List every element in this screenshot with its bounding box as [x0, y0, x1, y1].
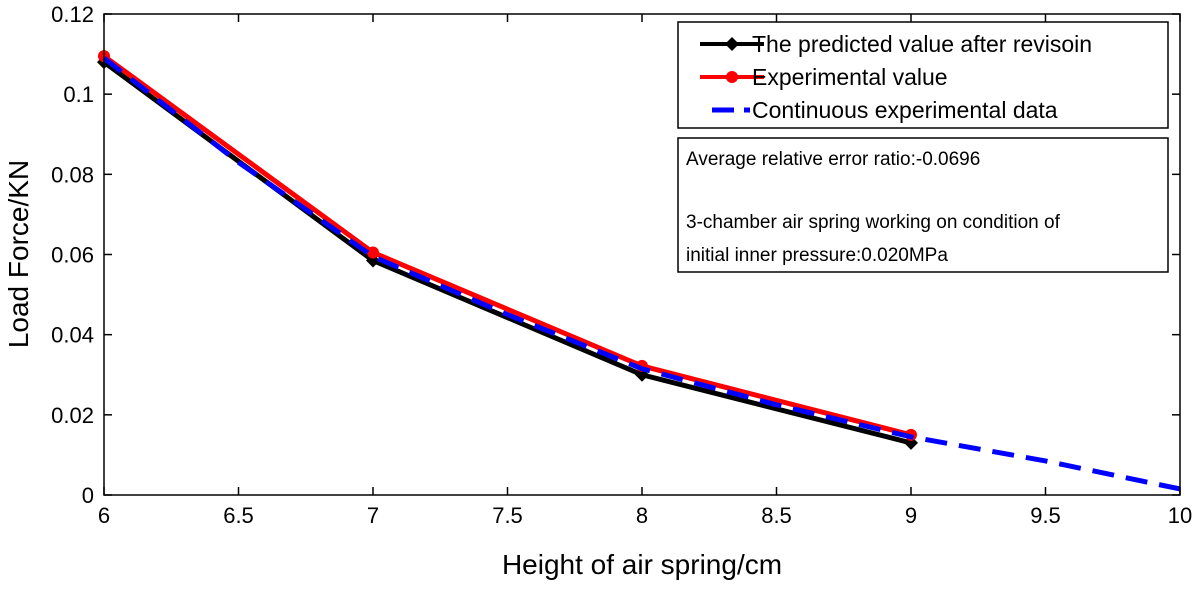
x-tick-label: 8.5	[761, 503, 792, 528]
series-continuous-line	[102, 56, 1181, 492]
series-experimental-line	[102, 54, 912, 438]
x-tick-label: 9.5	[1030, 503, 1061, 528]
y-tick-label: 0.12	[51, 2, 94, 27]
legend-marker-experimental	[726, 71, 738, 83]
x-tick-label: 6.5	[223, 503, 254, 528]
annotation-line-3: initial inner pressure:0.020MPa	[686, 245, 948, 266]
x-tick-label: 7	[367, 503, 379, 528]
series-predicted-line	[102, 60, 912, 446]
y-tick-label: 0	[82, 483, 94, 508]
axis-ticks: 6 6.5 7 7.5 8 8.5 9 9.5 10 0 0.02 0.04 0.06 0.08 0.1 0.…	[51, 2, 1192, 528]
y-tick-label: 0.08	[51, 162, 94, 187]
legend-label-continuous: Continuous experimental data	[752, 97, 1058, 123]
annotation-frame	[677, 137, 1169, 273]
annotation-line-1: Average relative error ratio:-0.0696	[686, 149, 980, 170]
data-point-experimental	[367, 246, 379, 259]
legend: The predicted value after revisoin Exper…	[677, 21, 1169, 129]
x-tick-label: 9	[905, 503, 917, 528]
y-tick-label: 0.04	[51, 323, 94, 348]
annotation-line-2: 3-chamber air spring working on conditio…	[686, 212, 1061, 233]
legend-label-predicted: The predicted value after revisoin	[752, 31, 1092, 57]
series-continuous	[102, 56, 1181, 492]
legend-marker-predicted	[725, 37, 739, 51]
legend-label-experimental: Experimental value	[752, 64, 948, 90]
y-axis-label: Load Force/KN	[3, 160, 34, 348]
y-tick-label: 0.06	[51, 243, 94, 268]
x-tick-label: 6	[98, 503, 110, 528]
x-tick-label: 7.5	[492, 503, 523, 528]
annotation-box: Average relative error ratio:-0.0696 3-c…	[677, 137, 1169, 273]
x-tick-label: 10	[1168, 503, 1192, 528]
x-tick-label: 8	[636, 503, 648, 528]
y-tick-label: 0.1	[63, 82, 94, 107]
y-tick-label: 0.02	[51, 403, 94, 428]
series-layer	[97, 50, 1181, 492]
x-axis-label: Height of air spring/cm	[502, 549, 782, 580]
